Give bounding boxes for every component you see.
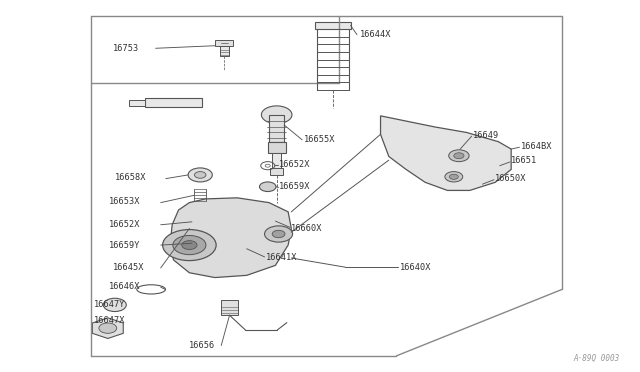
Circle shape [449, 150, 469, 161]
Circle shape [264, 226, 292, 242]
Text: 16753: 16753 [113, 44, 139, 53]
Circle shape [445, 171, 463, 182]
Circle shape [173, 235, 206, 255]
Bar [145, 98, 202, 108]
Text: 16649: 16649 [473, 131, 499, 140]
Text: 16651: 16651 [511, 156, 538, 166]
Text: 16658X: 16658X [115, 173, 147, 182]
Circle shape [192, 238, 209, 248]
Text: 1664BX: 1664BX [521, 142, 552, 151]
Bar [216, 40, 234, 46]
Text: A·89Q 0003: A·89Q 0003 [573, 354, 620, 363]
Text: 16647Y: 16647Y [94, 300, 125, 310]
Bar [272, 153, 281, 167]
Text: 16640X: 16640X [399, 263, 431, 272]
Text: 16652X: 16652X [108, 220, 140, 229]
Text: 16659Y: 16659Y [108, 241, 140, 250]
Text: 16650X: 16650X [495, 174, 527, 183]
Circle shape [163, 230, 216, 260]
Circle shape [449, 174, 458, 179]
Circle shape [195, 171, 206, 178]
Text: 16653X: 16653X [108, 198, 140, 206]
Text: 16656: 16656 [189, 341, 216, 350]
Text: 16660X: 16660X [291, 224, 323, 233]
Circle shape [103, 298, 126, 311]
Text: 16645X: 16645X [113, 263, 145, 272]
Text: 16652X: 16652X [278, 160, 310, 169]
Text: 16647X: 16647X [94, 316, 125, 325]
Text: 16655X: 16655X [304, 135, 335, 144]
Circle shape [99, 323, 116, 333]
Polygon shape [92, 318, 124, 339]
Text: 16641X: 16641X [266, 253, 298, 263]
Bar [269, 115, 284, 142]
Bar [129, 100, 145, 106]
Polygon shape [381, 116, 511, 190]
Text: 16644X: 16644X [360, 30, 391, 39]
Bar [270, 167, 283, 175]
Circle shape [188, 168, 212, 182]
Circle shape [182, 241, 197, 250]
Text: 16659X: 16659X [278, 182, 310, 191]
Text: 16646X: 16646X [108, 282, 140, 291]
Bar [220, 46, 229, 56]
Circle shape [261, 106, 292, 124]
Bar [221, 301, 238, 315]
Circle shape [272, 230, 285, 238]
Bar [315, 22, 351, 29]
Circle shape [454, 153, 464, 159]
Circle shape [259, 182, 276, 192]
Bar [268, 142, 285, 153]
Polygon shape [170, 198, 291, 278]
